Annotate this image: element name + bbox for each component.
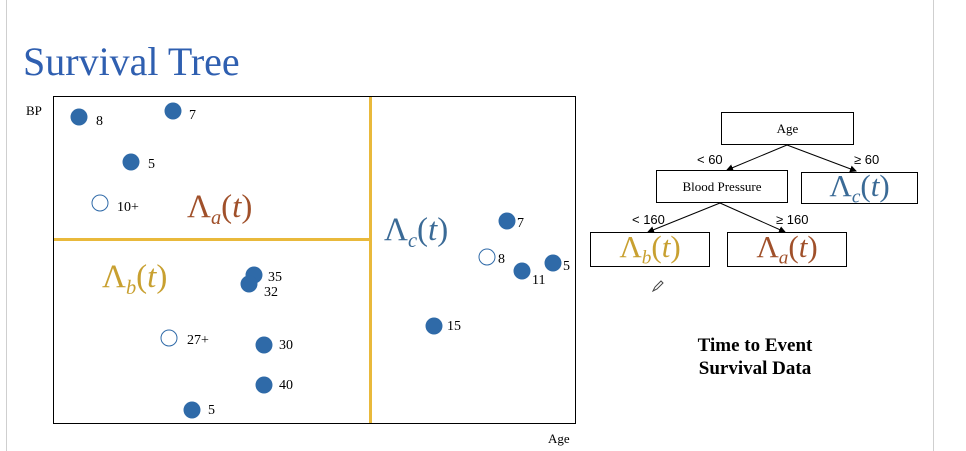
- point-label: 7: [517, 216, 524, 231]
- tree-blood-pressure-node: Blood Pressure: [656, 170, 788, 203]
- slide-left-border: [6, 0, 7, 451]
- caption-line-2: Survival Data: [698, 358, 812, 379]
- scatter-plot-area: 8 7 5 10+ 35 32 27+ 30 40 5 7 8 11 5 15 …: [53, 96, 576, 424]
- data-point: [498, 212, 516, 230]
- edge-label-bp-lt-160: < 160: [632, 212, 665, 227]
- point-label: 27+: [187, 333, 209, 348]
- pen-cursor-icon: [651, 280, 664, 293]
- tree-leaf-a: Λa(t): [727, 231, 847, 268]
- x-axis-label: Age: [548, 431, 570, 446]
- data-point: [164, 102, 182, 120]
- point-label: 7: [189, 108, 196, 123]
- point-label: 15: [447, 319, 461, 334]
- data-point: [240, 275, 258, 293]
- data-point: [544, 254, 562, 272]
- point-label: 8: [498, 252, 505, 267]
- data-point: [255, 376, 273, 394]
- data-point: [255, 336, 273, 354]
- point-label: 5: [563, 259, 570, 274]
- region-a-hazard-label: Λa(t): [187, 189, 253, 230]
- data-point: [183, 401, 201, 419]
- point-label: 40: [279, 378, 293, 393]
- tree-leaf-c: Λc(t): [801, 170, 918, 206]
- point-label: 32: [264, 285, 278, 300]
- censored-point: [478, 248, 496, 266]
- data-point: [513, 262, 531, 280]
- y-axis-label: BP: [26, 103, 42, 118]
- region-c-hazard-label: Λc(t): [384, 212, 449, 253]
- slide-title: Survival Tree: [23, 39, 240, 84]
- edge-label-bp-ge-160: ≥ 160: [776, 212, 809, 227]
- point-label: 11: [532, 273, 546, 288]
- point-label: 5: [208, 403, 215, 418]
- edge-label-age-lt-60: < 60: [697, 152, 723, 167]
- region-b-hazard-label: Λb(t): [102, 259, 168, 300]
- slide-right-border: [933, 0, 934, 451]
- point-label: 8: [96, 114, 103, 129]
- tree-root-age-node: Age: [721, 112, 854, 145]
- caption-line-1: Time to Event: [697, 335, 813, 356]
- caption: Time to Event Survival Data: [655, 334, 855, 380]
- data-point: [122, 153, 140, 171]
- age-split-line: [369, 97, 372, 423]
- point-label: 30: [279, 338, 293, 353]
- censored-point: [160, 329, 178, 347]
- point-label: 5: [148, 157, 155, 172]
- tree-leaf-b: Λb(t): [590, 231, 710, 268]
- data-point: [425, 317, 443, 335]
- point-label: 35: [268, 270, 282, 285]
- data-point: [70, 108, 88, 126]
- edge-label-age-ge-60: ≥ 60: [854, 152, 880, 167]
- bp-split-line: [54, 238, 370, 241]
- point-label: 10+: [117, 200, 139, 215]
- censored-point: [91, 194, 109, 212]
